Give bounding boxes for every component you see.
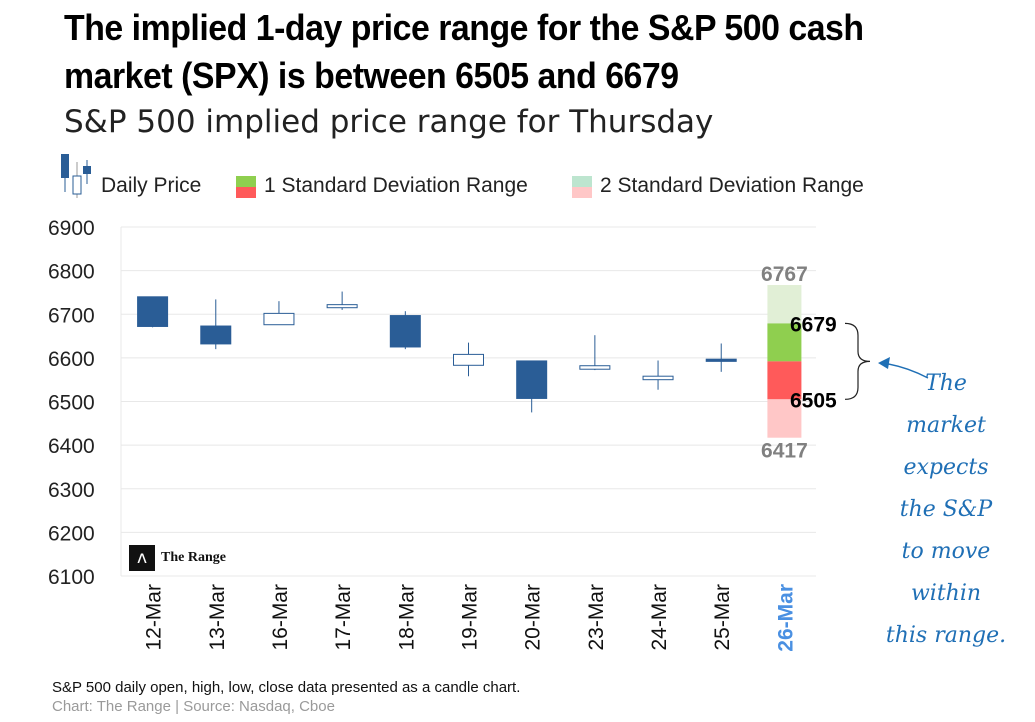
candle-body	[326, 304, 358, 309]
the-range-logo: ʌ The Range	[129, 544, 226, 572]
footnote: S&P 500 daily open, high, low, close dat…	[52, 679, 521, 696]
candle-body	[453, 353, 484, 366]
two-sd-swatch-icon	[572, 176, 592, 198]
candle-legend-icon	[61, 154, 91, 198]
y-tick-label: 6700	[48, 304, 95, 327]
candle-body	[389, 315, 421, 348]
two-sd-high-label: 6767	[761, 263, 808, 286]
candle-body	[705, 358, 737, 362]
source-credit: Chart: The Range | Source: Nasdaq, Cboe	[52, 698, 335, 715]
y-tick-label: 6200	[48, 522, 95, 545]
candle-body	[579, 365, 611, 370]
headline-line-1: The implied 1-day price range for the S&…	[64, 7, 864, 48]
headline-line-2: market (SPX) is between 6505 and 6679	[64, 55, 679, 96]
legend-daily-price: Daily Price	[101, 174, 202, 197]
two-sd-lower-band	[767, 399, 802, 438]
y-tick-label: 6500	[48, 392, 95, 415]
annotation-line: expects	[903, 455, 989, 480]
annotation-arrowhead-icon	[878, 357, 890, 369]
logo-mark-icon: ʌ	[129, 545, 155, 571]
annotation-line: to move	[901, 539, 991, 564]
y-tick-label: 6800	[48, 261, 95, 284]
annotation-line: market	[906, 413, 986, 438]
chart-subtitle: S&P 500 implied price range for Thursday	[64, 104, 714, 140]
x-tick-label: 26-Mar	[774, 584, 797, 652]
y-tick-label: 6300	[48, 479, 95, 502]
x-tick-label: 24-Mar	[648, 584, 671, 651]
y-tick-label: 6600	[48, 348, 95, 371]
x-tick-label: 19-Mar	[459, 584, 482, 651]
x-tick-label: 23-Mar	[585, 584, 608, 651]
x-tick-label: 17-Mar	[332, 584, 355, 651]
range-annotation: The market expects the S&P to move within this…	[876, 363, 1016, 657]
range-bracket	[844, 322, 871, 400]
x-tick-label: 13-Mar	[206, 584, 229, 651]
candle-body	[137, 296, 169, 327]
x-tick-label: 18-Mar	[395, 584, 418, 651]
x-tick-label: 12-Mar	[143, 584, 166, 651]
headline: The implied 1-day price range for the S&…	[64, 4, 966, 100]
x-tick-label: 20-Mar	[522, 584, 545, 651]
legend-one-sd: 1 Standard Deviation Range	[264, 174, 528, 197]
one-sd-low-label: 6505	[790, 389, 837, 412]
annotation-line: this range.	[885, 623, 1007, 648]
one-sd-lower-band	[767, 361, 802, 400]
y-tick-label: 6900	[48, 217, 95, 240]
y-tick-label: 6400	[48, 435, 95, 458]
y-tick-label: 6100	[48, 566, 95, 589]
x-tick-label: 16-Mar	[269, 584, 292, 651]
logo-text: The Range	[161, 550, 226, 565]
candle-body	[200, 325, 232, 345]
x-tick-label: 25-Mar	[711, 584, 734, 651]
legend-two-sd: 2 Standard Deviation Range	[600, 174, 864, 197]
annotation-line: within	[910, 581, 982, 606]
one-sd-high-label: 6679	[790, 313, 837, 336]
one-sd-swatch-icon	[236, 176, 256, 198]
candle-body	[263, 312, 295, 326]
candle-body	[642, 375, 674, 381]
annotation-line: The	[925, 371, 967, 396]
two-sd-low-label: 6417	[761, 440, 808, 463]
annotation-line: the S&P	[899, 497, 993, 522]
one-sd-upper-band	[767, 323, 802, 362]
candle-body	[516, 360, 548, 399]
two-sd-upper-band	[767, 285, 802, 324]
